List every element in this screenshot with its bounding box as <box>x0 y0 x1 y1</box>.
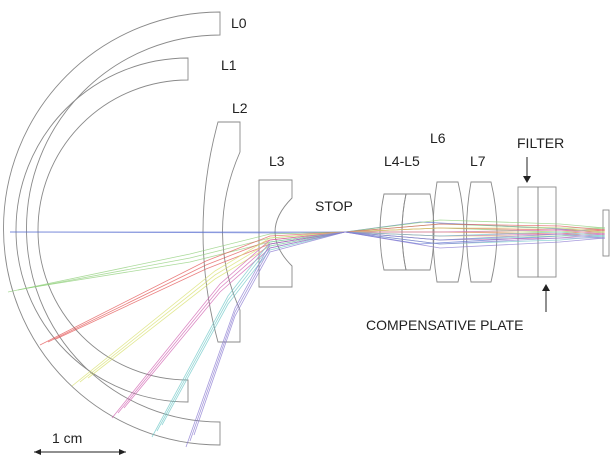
filter-arrow <box>523 157 531 183</box>
label-l3: L3 <box>269 153 285 169</box>
compensative-plate-arrow <box>542 284 550 312</box>
lens-l6 <box>432 181 465 283</box>
ray-field-6 <box>193 231 606 436</box>
lens-l5 <box>401 193 435 271</box>
image-plane <box>602 209 610 257</box>
lens-l1 <box>15 57 189 403</box>
lens-l7 <box>466 181 498 283</box>
label-stop: STOP <box>315 198 353 214</box>
lens-l0 <box>3 11 221 446</box>
label-compensative-plate: COMPENSATIVE PLATE <box>366 317 523 333</box>
ray-field-1 <box>27 219 606 289</box>
ray-field-3 <box>71 231 606 387</box>
label-scale: 1 cm <box>52 430 82 446</box>
ray-bundles <box>7 219 606 448</box>
label-filter: FILTER <box>517 135 564 151</box>
lens-l2 <box>202 121 241 343</box>
scale-bar <box>34 449 126 455</box>
label-l2: L2 <box>232 100 248 116</box>
label-l0: L0 <box>231 15 247 31</box>
ray-field-4 <box>111 231 606 419</box>
label-l1: L1 <box>221 57 237 73</box>
label-l7: L7 <box>470 153 486 169</box>
ray-field-3 <box>87 227 606 379</box>
ray-field-4 <box>117 231 605 414</box>
label-l6: L6 <box>430 130 446 146</box>
ray-field-5 <box>151 231 606 438</box>
ray-field-6 <box>185 231 606 448</box>
label-l4l5: L4-L5 <box>384 153 420 169</box>
